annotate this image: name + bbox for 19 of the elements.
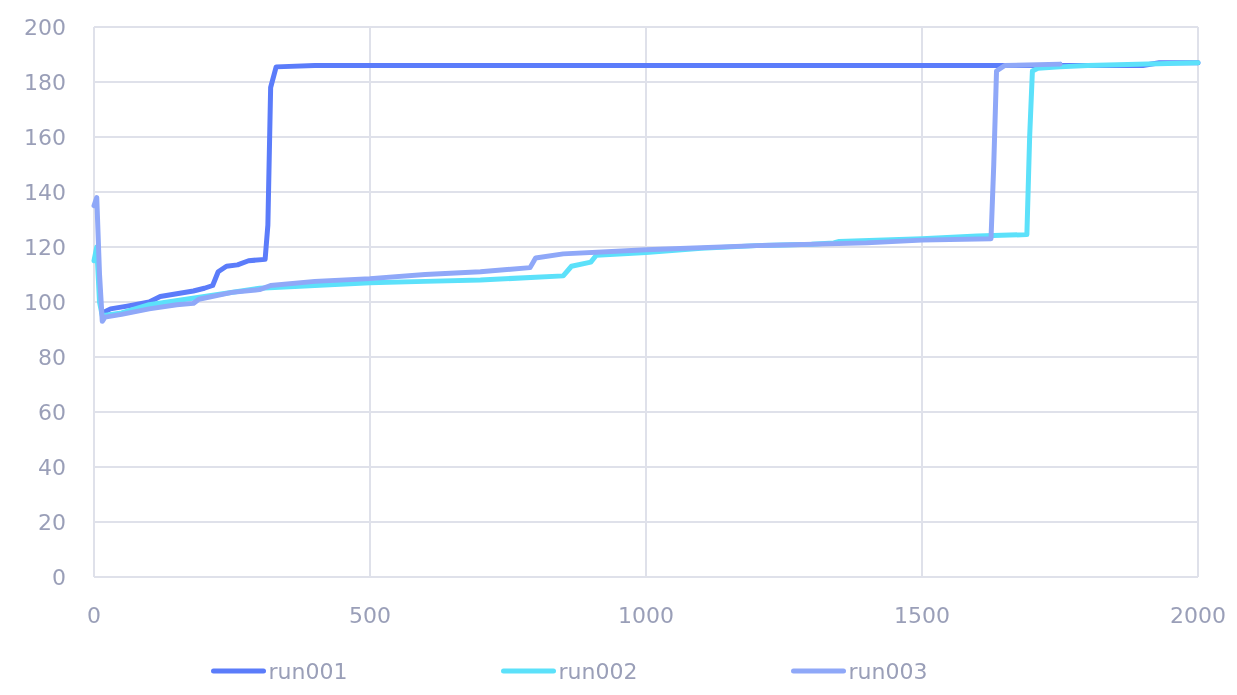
legend-label: run003 (848, 658, 928, 684)
y-tick-label: 40 (38, 454, 66, 480)
legend-label: run002 (558, 658, 638, 684)
legend-label: run001 (268, 658, 348, 684)
x-tick-label: 1500 (894, 603, 950, 628)
y-tick-label: 200 (24, 14, 66, 40)
y-tick-label: 160 (24, 124, 66, 150)
y-tick-label: 0 (52, 564, 66, 590)
x-tick-label: 0 (87, 603, 101, 628)
y-tick-label: 100 (24, 289, 66, 315)
y-tick-label: 80 (38, 344, 66, 370)
y-tick-label: 180 (24, 69, 66, 95)
y-tick-label: 120 (24, 234, 66, 260)
y-tick-label: 60 (38, 399, 66, 425)
x-tick-label: 2000 (1170, 603, 1226, 628)
x-tick-label: 500 (349, 603, 391, 628)
x-tick-label: 1000 (618, 603, 674, 628)
y-tick-label: 20 (38, 509, 66, 535)
y-tick-label: 140 (24, 179, 66, 205)
